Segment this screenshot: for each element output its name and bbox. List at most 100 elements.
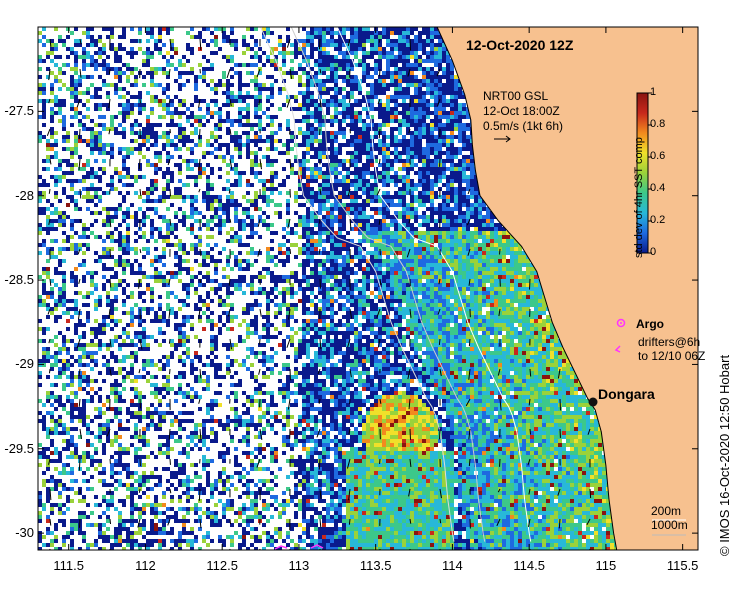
sst-pixel <box>298 163 302 167</box>
sst-pixel <box>502 299 506 303</box>
sst-pixel <box>350 211 354 215</box>
sst-pixel <box>46 99 50 103</box>
sst-pixel <box>406 75 410 79</box>
sst-pixel <box>330 303 334 307</box>
sst-pixel <box>350 119 354 123</box>
sst-pixel <box>358 263 362 267</box>
sst-pixel <box>106 207 110 211</box>
sst-pixel <box>402 211 406 215</box>
sst-pixel <box>446 167 450 171</box>
sst-pixel <box>442 59 446 63</box>
sst-pixel <box>198 35 202 39</box>
sst-pixel <box>186 107 190 111</box>
sst-pixel <box>230 123 234 127</box>
sst-pixel <box>202 215 206 219</box>
sst-pixel <box>314 195 318 199</box>
sst-pixel <box>78 43 82 47</box>
sst-pixel <box>238 83 242 87</box>
sst-pixel <box>86 99 90 103</box>
sst-pixel <box>342 187 346 191</box>
sst-pixel <box>38 55 42 59</box>
sst-pixel <box>366 131 370 135</box>
sst-pixel <box>342 55 346 59</box>
sst-pixel <box>414 231 418 235</box>
sst-pixel <box>402 147 406 151</box>
sst-pixel <box>186 215 190 219</box>
sst-pixel <box>434 139 438 143</box>
sst-pixel <box>150 307 154 311</box>
sst-pixel <box>218 111 222 115</box>
sst-pixel <box>450 159 454 163</box>
sst-pixel <box>374 79 378 83</box>
sst-pixel <box>362 247 366 251</box>
sst-pixel <box>482 231 486 235</box>
sst-pixel <box>402 271 406 275</box>
sst-pixel <box>390 231 394 235</box>
sst-pixel <box>230 119 234 123</box>
sst-pixel <box>442 131 446 135</box>
sst-pixel <box>58 175 62 179</box>
sst-pixel <box>54 47 58 51</box>
sst-pixel <box>250 71 254 75</box>
sst-pixel <box>42 91 46 95</box>
sst-pixel <box>278 279 282 283</box>
sst-pixel <box>154 163 158 167</box>
sst-pixel <box>426 195 430 199</box>
sst-pixel <box>150 67 154 71</box>
sst-pixel <box>270 159 274 163</box>
sst-pixel <box>266 27 270 31</box>
sst-pixel <box>366 159 370 163</box>
sst-pixel <box>238 267 242 271</box>
sst-pixel <box>334 275 338 279</box>
sst-pixel <box>494 287 498 291</box>
sst-pixel <box>110 151 114 155</box>
sst-pixel <box>226 143 230 147</box>
sst-pixel <box>102 267 106 271</box>
sst-pixel <box>226 275 230 279</box>
sst-pixel <box>430 167 434 171</box>
sst-pixel <box>150 223 154 227</box>
sst-pixel <box>210 39 214 43</box>
sst-pixel <box>346 55 350 59</box>
sst-pixel <box>330 99 334 103</box>
sst-pixel <box>46 303 50 307</box>
sst-pixel <box>342 143 346 147</box>
sst-pixel <box>294 51 298 55</box>
sst-pixel <box>302 91 306 95</box>
sst-pixel <box>518 291 522 295</box>
sst-pixel <box>442 71 446 75</box>
sst-pixel <box>166 103 170 107</box>
sst-pixel <box>94 131 98 135</box>
sst-pixel <box>430 243 434 247</box>
sst-pixel <box>466 211 470 215</box>
sst-pixel <box>278 203 282 207</box>
sst-pixel <box>70 199 74 203</box>
sst-pixel <box>90 187 94 191</box>
sst-pixel <box>238 147 242 151</box>
sst-pixel <box>286 27 290 31</box>
sst-pixel <box>130 71 134 75</box>
sst-pixel <box>342 131 346 135</box>
sst-pixel <box>310 47 314 51</box>
sst-pixel <box>98 35 102 39</box>
sst-pixel <box>86 199 90 203</box>
sst-pixel <box>78 167 82 171</box>
sst-pixel <box>158 99 162 103</box>
sst-pixel <box>406 131 410 135</box>
sst-pixel <box>454 115 458 119</box>
sst-pixel <box>430 275 434 279</box>
sst-pixel <box>334 219 338 223</box>
sst-pixel <box>394 47 398 51</box>
sst-pixel <box>210 151 214 155</box>
sst-pixel <box>450 235 454 239</box>
sst-pixel <box>162 187 166 191</box>
sst-pixel <box>142 211 146 215</box>
sst-pixel <box>514 283 518 287</box>
sst-pixel <box>382 111 386 115</box>
sst-pixel <box>242 227 246 231</box>
sst-pixel <box>150 275 154 279</box>
sst-pixel <box>482 263 486 267</box>
sst-pixel <box>38 39 42 43</box>
sst-pixel <box>438 275 442 279</box>
sst-pixel <box>378 99 382 103</box>
